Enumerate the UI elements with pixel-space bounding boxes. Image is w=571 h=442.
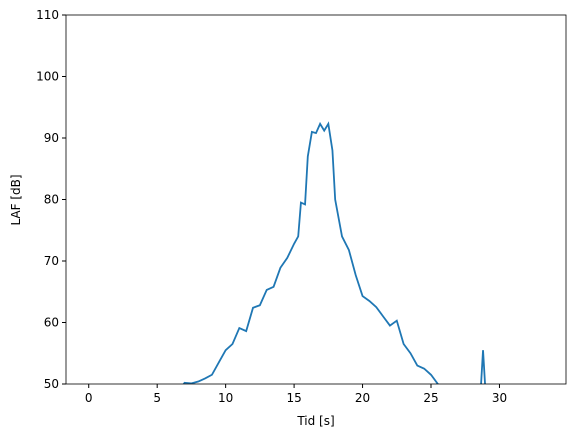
x-tick-label: 25 <box>423 391 438 405</box>
x-tick-label: 0 <box>85 391 93 405</box>
line-series <box>182 121 486 384</box>
y-tick-label: 50 <box>44 377 59 391</box>
x-tick-label: 5 <box>153 391 161 405</box>
x-tick-label: 15 <box>286 391 301 405</box>
plot-frame <box>65 14 567 385</box>
x-tick-label: 30 <box>492 391 507 405</box>
y-tick-label: 80 <box>44 193 59 207</box>
y-tick-label: 90 <box>44 131 59 145</box>
x-axis-label: Tid [s] <box>296 414 334 428</box>
y-tick-label: 110 <box>36 8 59 22</box>
y-tick-label: 60 <box>44 316 59 330</box>
y-tick-label: 100 <box>36 70 59 84</box>
y-tick-label: 70 <box>44 254 59 268</box>
x-tick-label: 10 <box>218 391 233 405</box>
x-tick-label: 20 <box>355 391 370 405</box>
y-axis-label: LAF [dB] <box>9 174 23 225</box>
